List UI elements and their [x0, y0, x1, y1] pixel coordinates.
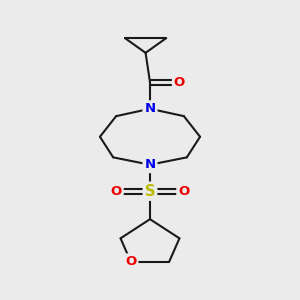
Text: O: O [174, 76, 185, 89]
Text: N: N [144, 158, 156, 171]
Text: N: N [144, 102, 156, 115]
Text: O: O [178, 185, 190, 198]
Text: O: O [125, 255, 136, 268]
Text: S: S [145, 184, 155, 199]
Text: O: O [110, 185, 122, 198]
